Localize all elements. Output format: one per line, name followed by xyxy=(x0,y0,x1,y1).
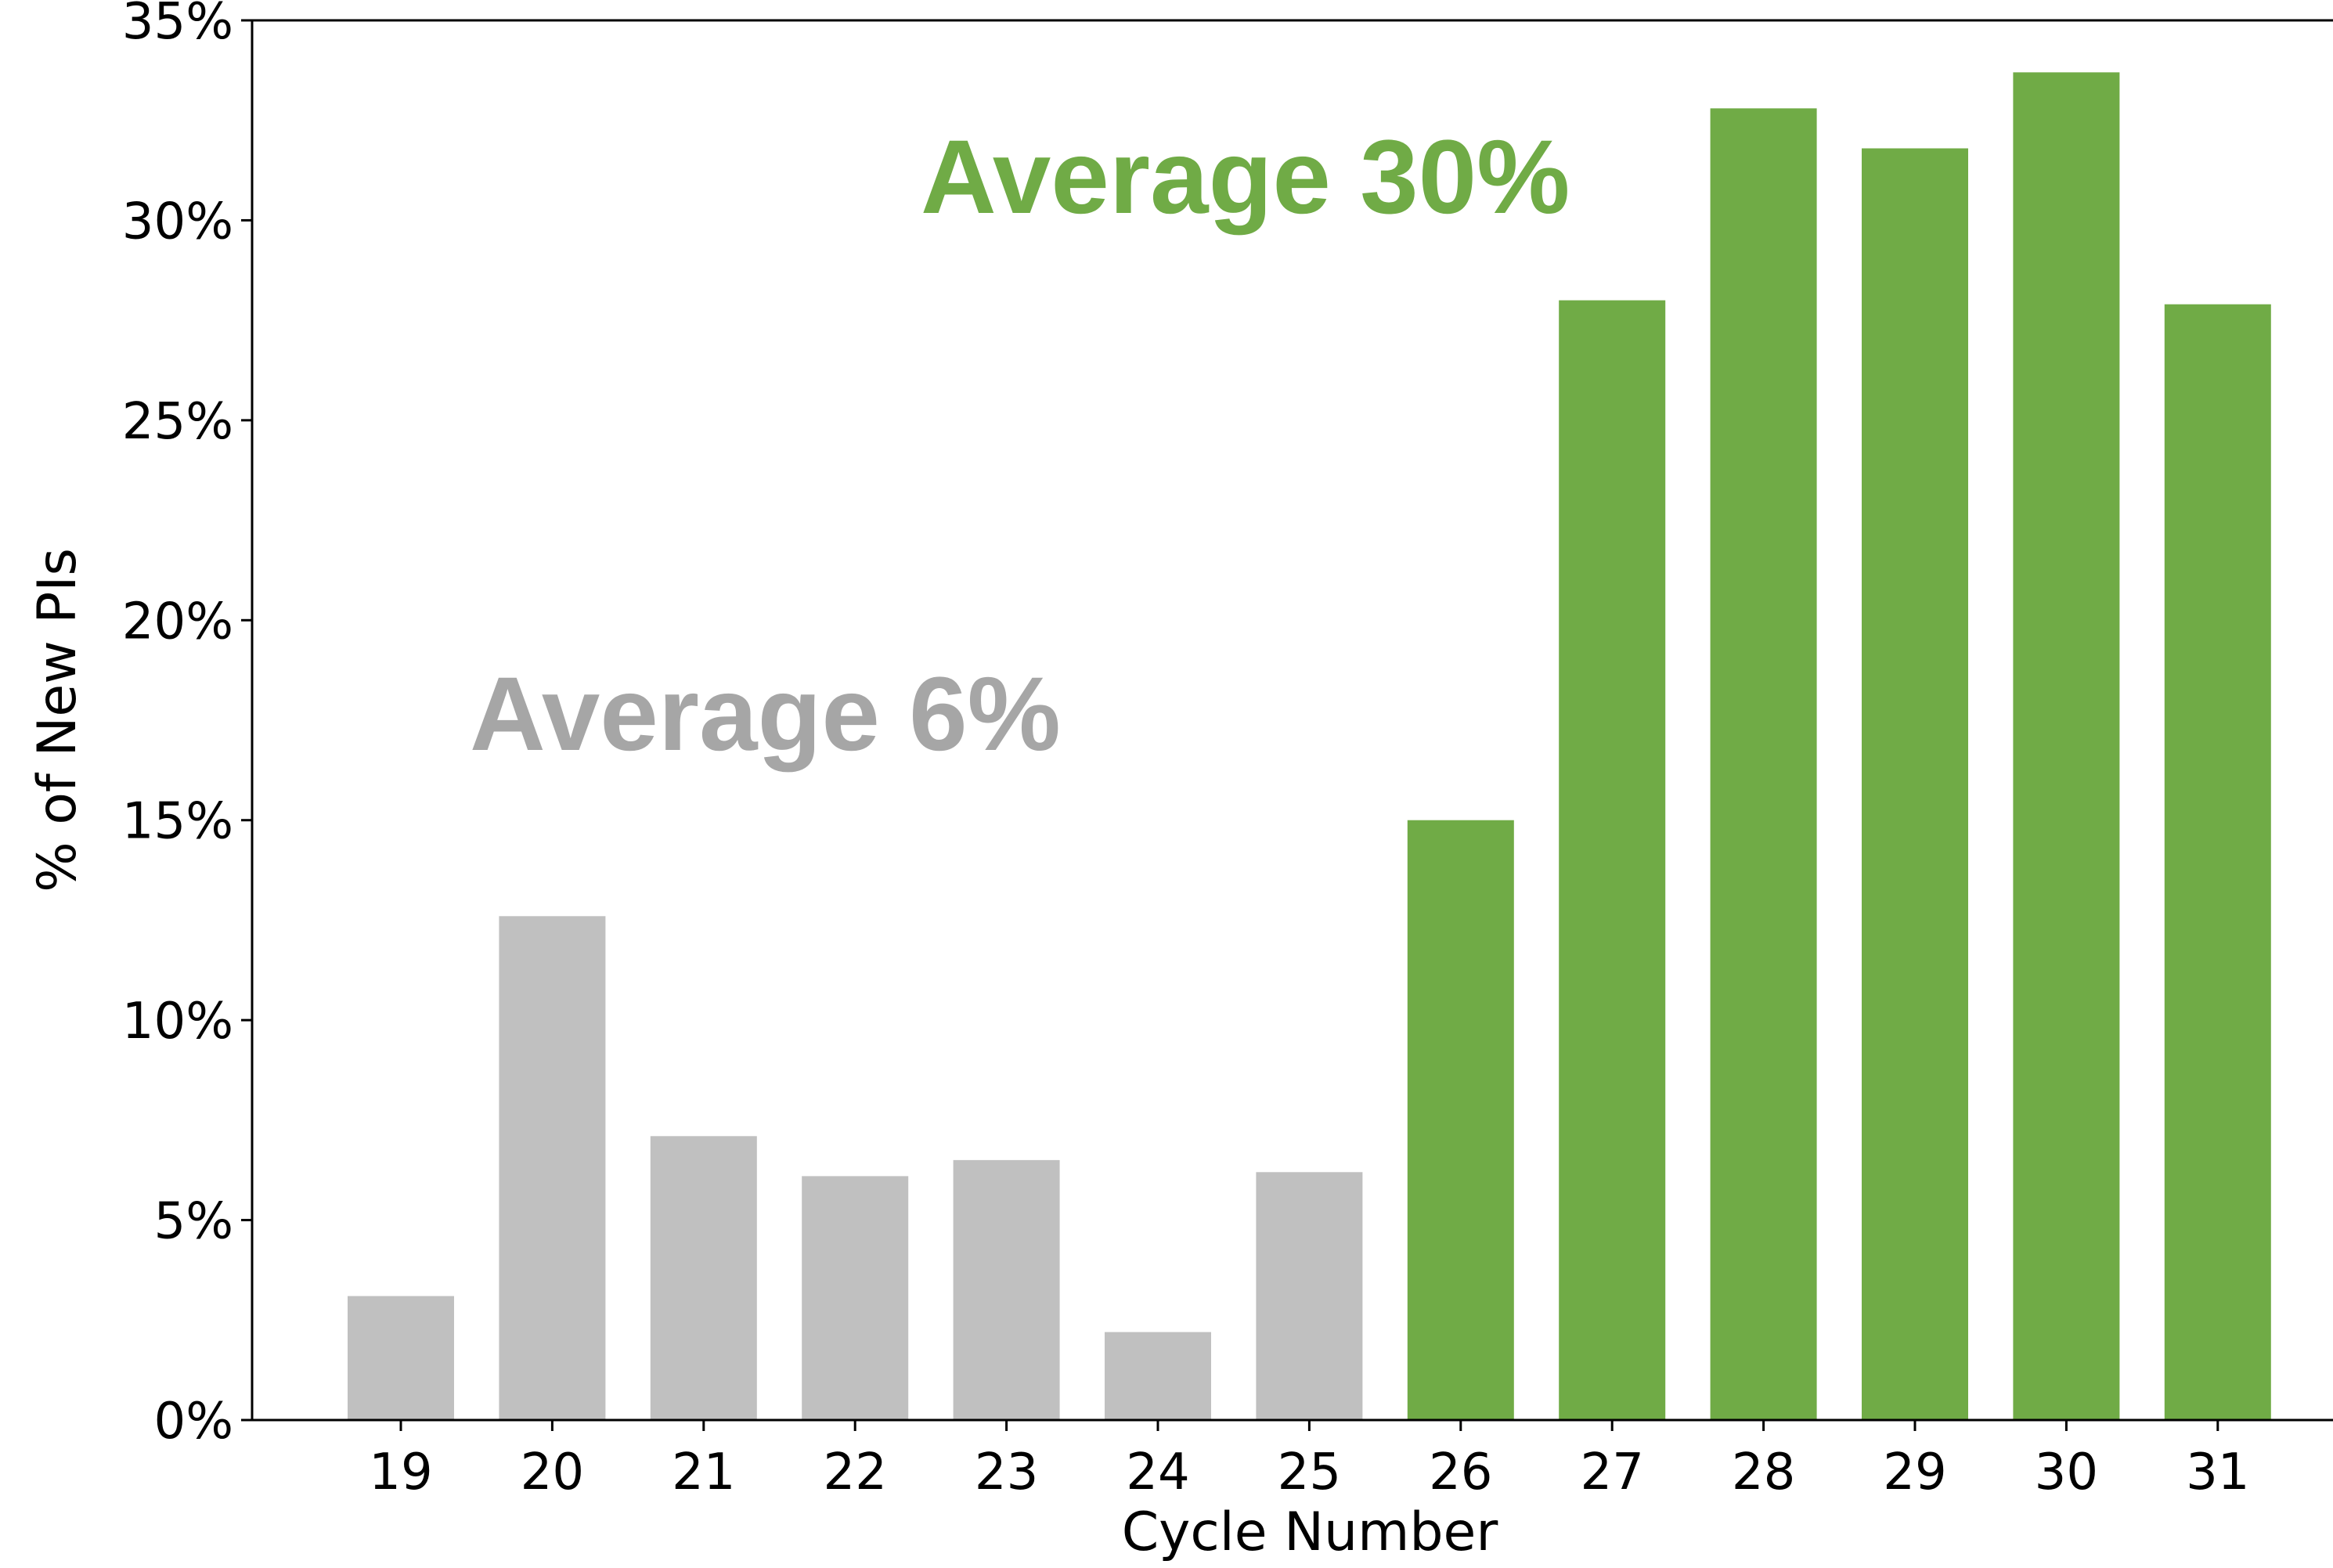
bar-cycle-29 xyxy=(1862,148,1968,1420)
x-tick-label: 21 xyxy=(672,1444,735,1501)
y-tick-label: 25% xyxy=(122,393,233,451)
bar-cycle-28 xyxy=(1710,108,1817,1420)
x-tick-label: 23 xyxy=(975,1444,1038,1501)
y-tick-label: 35% xyxy=(122,0,233,51)
x-tick-label: 31 xyxy=(2186,1444,2249,1501)
x-tick-label: 29 xyxy=(1883,1444,1946,1501)
x-ticks: 19 20 21 22 23 24 25 26 27 28 29 30 31 xyxy=(369,1420,2250,1501)
y-tick-label: 15% xyxy=(122,793,233,851)
bar-cycle-22 xyxy=(802,1176,909,1420)
bar-cycle-31 xyxy=(2164,304,2271,1421)
bar-cycle-27 xyxy=(1559,300,1666,1421)
x-tick-label: 25 xyxy=(1278,1444,1341,1501)
bar-cycle-23 xyxy=(953,1159,1060,1420)
bar-cycle-30 xyxy=(2013,72,2120,1420)
y-tick-label: 5% xyxy=(153,1193,233,1251)
x-tick-label: 22 xyxy=(823,1444,886,1501)
y-tick-label: 20% xyxy=(122,593,233,651)
x-tick-label: 28 xyxy=(1732,1444,1795,1501)
y-tick-label: 0% xyxy=(153,1393,233,1451)
average-annotation-green: Average 30% xyxy=(921,119,1570,236)
x-tick-label: 27 xyxy=(1580,1444,1643,1501)
axes xyxy=(251,19,2333,1422)
bars xyxy=(348,72,2271,1421)
y-axis-label: % of New PIs xyxy=(27,548,88,892)
x-axis-label: Cycle Number xyxy=(1122,1501,1498,1563)
y-tick-label: 10% xyxy=(122,993,233,1051)
x-tick-label: 30 xyxy=(2035,1444,2098,1501)
bar-cycle-26 xyxy=(1407,820,1514,1420)
x-tick-label: 19 xyxy=(369,1444,432,1501)
average-annotation-gray: Average 6% xyxy=(470,656,1061,773)
bar-cycle-20 xyxy=(499,916,606,1420)
x-tick-label: 26 xyxy=(1429,1444,1492,1501)
bar-cycle-19 xyxy=(348,1296,454,1420)
bar-cycle-25 xyxy=(1256,1172,1363,1420)
y-ticks: 0% 5% 10% 15% 20% 25% 30% 35% xyxy=(122,0,252,1451)
bar-cycle-21 xyxy=(650,1136,757,1420)
y-tick-label: 30% xyxy=(122,193,233,251)
x-tick-label: 24 xyxy=(1126,1444,1189,1501)
bar-cycle-24 xyxy=(1105,1332,1211,1420)
x-tick-label: 20 xyxy=(521,1444,584,1501)
